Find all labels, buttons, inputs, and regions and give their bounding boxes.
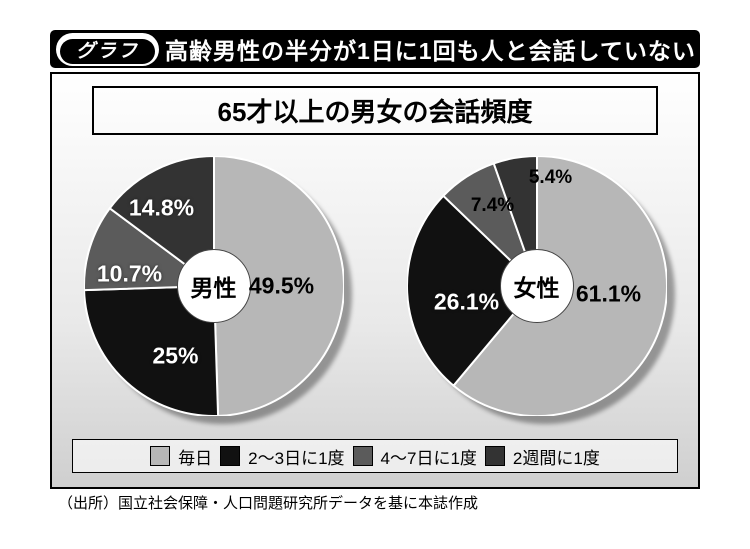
- center-label-male: 男性: [177, 249, 251, 323]
- swatch-two-three: [220, 446, 240, 466]
- center-label-female: 女性: [500, 249, 574, 323]
- graph-pill: グラフ: [56, 33, 159, 66]
- pct-label-two_three: 26.1%: [434, 288, 499, 315]
- legend-label: 2週間に1度: [513, 444, 600, 469]
- charts-row: 男性 49.5% 25% 10.7% 14.8% 女性 61.1% 26.1% 7.4% 5…: [52, 144, 698, 427]
- chart-male: 男性 49.5% 25% 10.7% 14.8%: [52, 144, 375, 427]
- pct-label-daily: 49.5%: [249, 272, 314, 299]
- pct-label-two_weeks: 5.4%: [529, 167, 572, 189]
- headline: 高齢男性の半分が1日に1回も人と会話していない: [165, 32, 696, 66]
- pie-female: 女性 61.1% 26.1% 7.4% 5.4%: [407, 156, 667, 416]
- legend: 毎日 2〜3日に1度 4〜7日に1度 2週間に1度: [72, 439, 678, 473]
- swatch-daily: [150, 446, 170, 466]
- graph-pill-label: グラフ: [60, 39, 155, 64]
- legend-label: 2〜3日に1度: [248, 444, 344, 469]
- header-band: グラフ 高齢男性の半分が1日に1回も人と会話していない: [50, 30, 700, 68]
- swatch-four-seven: [353, 446, 373, 466]
- pie-male: 男性 49.5% 25% 10.7% 14.8%: [84, 156, 344, 416]
- chart-female: 女性 61.1% 26.1% 7.4% 5.4%: [375, 144, 698, 427]
- legend-label: 4〜7日に1度: [381, 444, 477, 469]
- subtitle: 65才以上の男女の会話頻度: [92, 86, 658, 135]
- pct-label-four_seven: 10.7%: [97, 260, 162, 287]
- swatch-two-weeks: [485, 446, 505, 466]
- pct-label-four_seven: 7.4%: [471, 195, 514, 217]
- pct-label-daily: 61.1%: [576, 280, 641, 307]
- source-note: （出所）国立社会保障・人口問題研究所データを基に本誌作成: [58, 492, 478, 513]
- pct-label-two_three: 25%: [152, 342, 198, 369]
- chart-panel: 65才以上の男女の会話頻度 男性 49.5% 25% 10.7% 14.8% 女性 6…: [50, 72, 700, 489]
- pct-label-two_weeks: 14.8%: [129, 194, 194, 221]
- legend-label: 毎日: [178, 444, 212, 469]
